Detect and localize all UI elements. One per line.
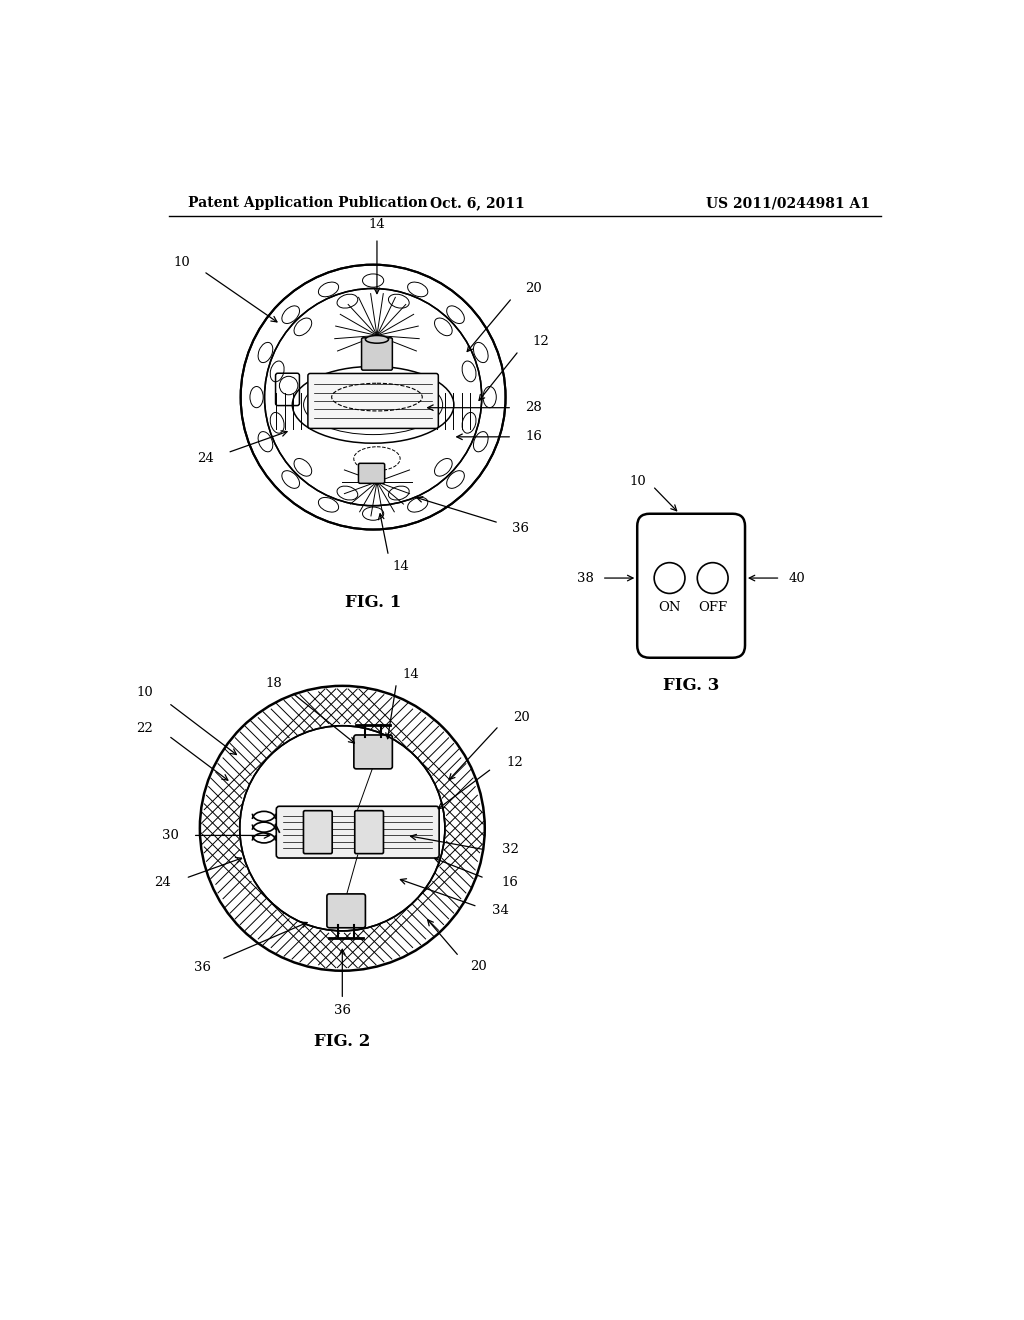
- Text: ON: ON: [658, 601, 681, 614]
- Text: 14: 14: [402, 668, 419, 681]
- Text: 20: 20: [513, 710, 530, 723]
- Text: 10: 10: [136, 686, 153, 700]
- FancyBboxPatch shape: [308, 374, 438, 429]
- FancyBboxPatch shape: [303, 810, 332, 854]
- Text: 14: 14: [369, 218, 385, 231]
- Ellipse shape: [366, 335, 388, 343]
- Text: 18: 18: [266, 677, 283, 689]
- Circle shape: [241, 264, 506, 529]
- Text: 20: 20: [470, 960, 487, 973]
- FancyBboxPatch shape: [358, 463, 385, 483]
- FancyBboxPatch shape: [276, 807, 439, 858]
- Text: 12: 12: [506, 756, 523, 770]
- Text: 24: 24: [198, 451, 214, 465]
- Text: 22: 22: [136, 722, 153, 735]
- Text: 32: 32: [502, 843, 519, 857]
- Text: Patent Application Publication: Patent Application Publication: [188, 197, 428, 210]
- Text: US 2011/0244981 A1: US 2011/0244981 A1: [706, 197, 869, 210]
- Text: 10: 10: [174, 256, 190, 268]
- FancyBboxPatch shape: [637, 513, 745, 657]
- Text: 16: 16: [525, 430, 543, 444]
- FancyBboxPatch shape: [361, 338, 392, 370]
- FancyBboxPatch shape: [354, 810, 383, 854]
- Text: 30: 30: [162, 829, 178, 842]
- Text: 12: 12: [532, 335, 549, 348]
- Text: FIG. 3: FIG. 3: [663, 677, 719, 694]
- FancyBboxPatch shape: [354, 735, 392, 768]
- Text: 16: 16: [502, 876, 519, 888]
- Text: 36: 36: [195, 961, 211, 974]
- Text: FIG. 2: FIG. 2: [314, 1034, 371, 1051]
- Text: OFF: OFF: [698, 601, 727, 614]
- Text: 24: 24: [155, 876, 171, 888]
- Text: 36: 36: [512, 521, 529, 535]
- Text: 36: 36: [334, 1005, 351, 1018]
- Text: 38: 38: [578, 572, 594, 585]
- Circle shape: [200, 686, 484, 970]
- Text: 28: 28: [525, 401, 542, 414]
- Text: Oct. 6, 2011: Oct. 6, 2011: [430, 197, 524, 210]
- Text: 10: 10: [630, 475, 646, 488]
- Text: FIG. 1: FIG. 1: [345, 594, 401, 611]
- Text: 40: 40: [788, 572, 805, 585]
- Text: 34: 34: [492, 904, 509, 917]
- Circle shape: [264, 289, 481, 506]
- FancyBboxPatch shape: [327, 894, 366, 928]
- Text: 14: 14: [392, 560, 410, 573]
- Circle shape: [240, 726, 444, 931]
- Text: 20: 20: [525, 282, 542, 294]
